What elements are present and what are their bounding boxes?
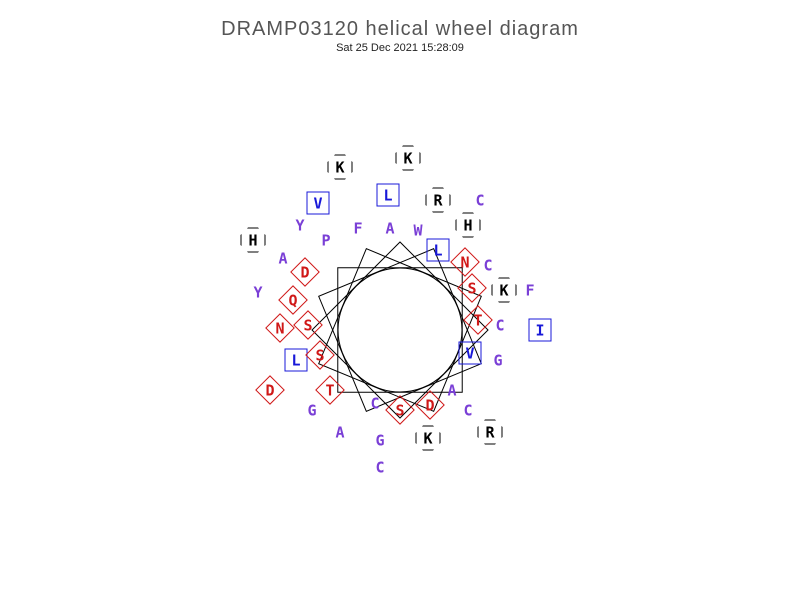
residue-l-2: L <box>377 184 400 207</box>
residue-c-44: C <box>372 459 389 476</box>
residue-y-11: Y <box>292 217 309 234</box>
residue-s-35: S <box>390 400 411 421</box>
residue-k-1: K <box>396 146 421 171</box>
residue-d-36: D <box>420 395 441 416</box>
residue-y-18: Y <box>250 284 267 301</box>
residue-r-43: R <box>478 420 503 445</box>
residue-l-28: L <box>285 349 308 372</box>
residue-k-42: K <box>416 426 441 451</box>
residue-i-27: I <box>529 319 552 342</box>
residue-v-3: V <box>307 192 330 215</box>
residue-k-0: K <box>328 155 353 180</box>
residue-c-26: C <box>492 317 509 334</box>
residue-a-37: A <box>444 382 461 399</box>
residue-c-38: C <box>460 402 477 419</box>
residue-c-17: C <box>480 257 497 274</box>
residue-d-32: D <box>260 380 281 401</box>
residue-c-34: C <box>367 395 384 412</box>
residue-k-21: K <box>492 278 517 303</box>
residue-w-9: W <box>410 222 427 239</box>
residue-a-8: A <box>382 220 399 237</box>
residue-t-25: T <box>468 310 489 331</box>
residue-t-33: T <box>320 380 341 401</box>
residue-s-20: S <box>462 278 483 299</box>
residue-l-10: L <box>427 239 450 262</box>
residue-q-19: Q <box>283 290 304 311</box>
residue-v-30: V <box>459 342 482 365</box>
residue-f-22: F <box>522 282 539 299</box>
residue-n-23: N <box>270 318 291 339</box>
residue-p-12: P <box>318 232 335 249</box>
residue-a-14: A <box>275 250 292 267</box>
residue-a-40: A <box>332 424 349 441</box>
residue-r-4: R <box>426 188 451 213</box>
residue-d-15: D <box>295 262 316 283</box>
residue-h-6: H <box>456 213 481 238</box>
residue-f-7: F <box>350 220 367 237</box>
helical-wheel-diagram <box>0 0 800 600</box>
residue-g-39: G <box>304 402 321 419</box>
residue-h-13: H <box>241 228 266 253</box>
residue-c-5: C <box>472 192 489 209</box>
residue-n-16: N <box>455 252 476 273</box>
residue-g-41: G <box>372 432 389 449</box>
residue-s-24: S <box>298 315 319 336</box>
residue-s-29: S <box>310 345 331 366</box>
residue-g-31: G <box>490 352 507 369</box>
